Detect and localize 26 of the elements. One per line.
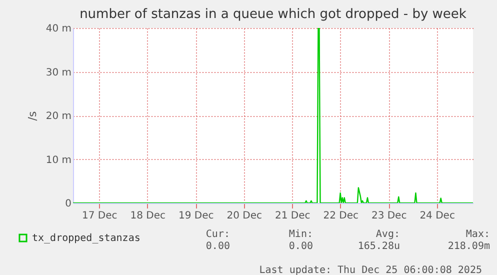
text: 165.28u [356, 241, 400, 252]
text: Max: [464, 229, 490, 240]
text: 0.00 [204, 241, 230, 252]
y-tick-label: 30 m [46, 67, 72, 78]
text: Last update: Thu Dec 25 06:00:08 2025 [259, 265, 482, 275]
x-tick-label: 18 Dec [130, 210, 166, 222]
x-tick-label: 17 Dec [82, 210, 118, 222]
text: 0.00 [288, 241, 313, 252]
line-series [73, 28, 473, 203]
chart-title: number of stanzas in a queue which got dropped - by week [80, 7, 467, 22]
x-tick-label: 24 Dec [420, 210, 455, 222]
text: Min: [288, 229, 313, 240]
text: 218.09m [446, 241, 490, 252]
x-tick-label: 23 Dec [371, 210, 407, 222]
y-tick-label: 40 m [46, 24, 72, 34]
text: Avg: [374, 229, 400, 240]
text: Cur: [204, 229, 230, 240]
x-tick-label: 19 Dec [178, 210, 214, 222]
y-axis-title: /s [26, 111, 39, 121]
y-tick-label: 20 m [46, 111, 72, 122]
x-tick-label: 20 Dec [226, 210, 262, 222]
x-tick-label: 22 Dec [323, 210, 358, 222]
y-tick-label: 10 m [46, 154, 72, 166]
y-tick-label: 0 [65, 198, 72, 210]
x-tick-label: 21 Dec [274, 210, 310, 222]
legend-label: tx_dropped_stanzas [32, 233, 140, 244]
